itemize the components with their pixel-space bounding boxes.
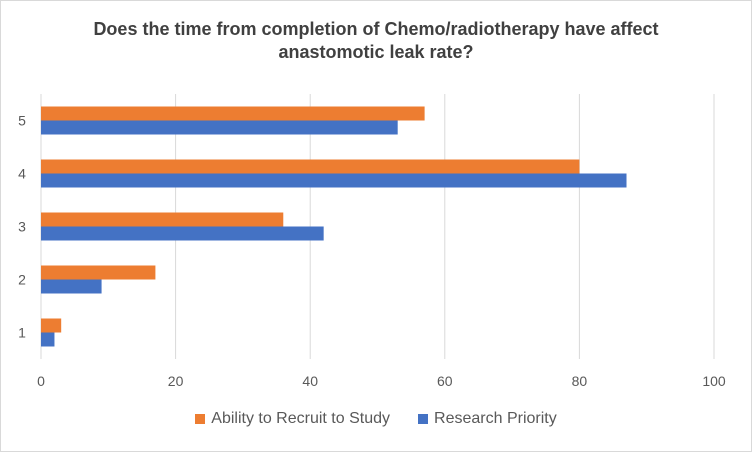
y-tick-label: 1 xyxy=(18,325,26,341)
y-tick-label: 2 xyxy=(18,272,26,288)
bar-ability-to-recruit-2 xyxy=(41,265,156,280)
legend-swatch xyxy=(418,414,429,424)
bar-research-priority-2 xyxy=(41,279,102,294)
chart-legend: Ability to Recruit to Study Research Prio… xyxy=(0,410,752,428)
bar-research-priority-4 xyxy=(41,173,627,188)
bar-ability-to-recruit-1 xyxy=(41,318,62,333)
x-tick-label: 60 xyxy=(437,373,453,389)
bar-research-priority-1 xyxy=(41,332,55,347)
x-tick-label: 80 xyxy=(572,373,588,389)
x-tick-label: 0 xyxy=(37,373,45,389)
x-tick-label: 100 xyxy=(702,373,726,389)
x-tick-label: 20 xyxy=(168,373,184,389)
y-tick-label: 3 xyxy=(18,219,26,235)
x-tick-label: 40 xyxy=(302,373,318,389)
chart-title-line-1: Does the time from completion of Chemo/r… xyxy=(93,19,659,39)
bar-research-priority-5 xyxy=(41,120,398,135)
y-tick-label: 4 xyxy=(18,166,26,182)
chart-title-line-2: anastomotic leak rate? xyxy=(278,42,474,62)
y-tick-label: 5 xyxy=(18,113,26,129)
legend-label: Ability to Recruit to Study xyxy=(211,410,391,427)
bar-ability-to-recruit-4 xyxy=(41,159,580,174)
legend-item: Research Priority xyxy=(418,410,557,428)
bar-research-priority-3 xyxy=(41,226,324,241)
chart-title: Does the time from completion of Chemo/r… xyxy=(0,18,752,64)
legend-swatch xyxy=(195,414,206,424)
bar-ability-to-recruit-3 xyxy=(41,212,284,227)
bar-ability-to-recruit-5 xyxy=(41,106,425,121)
legend-item: Ability to Recruit to Study xyxy=(195,410,390,428)
legend-label: Research Priority xyxy=(434,410,557,427)
